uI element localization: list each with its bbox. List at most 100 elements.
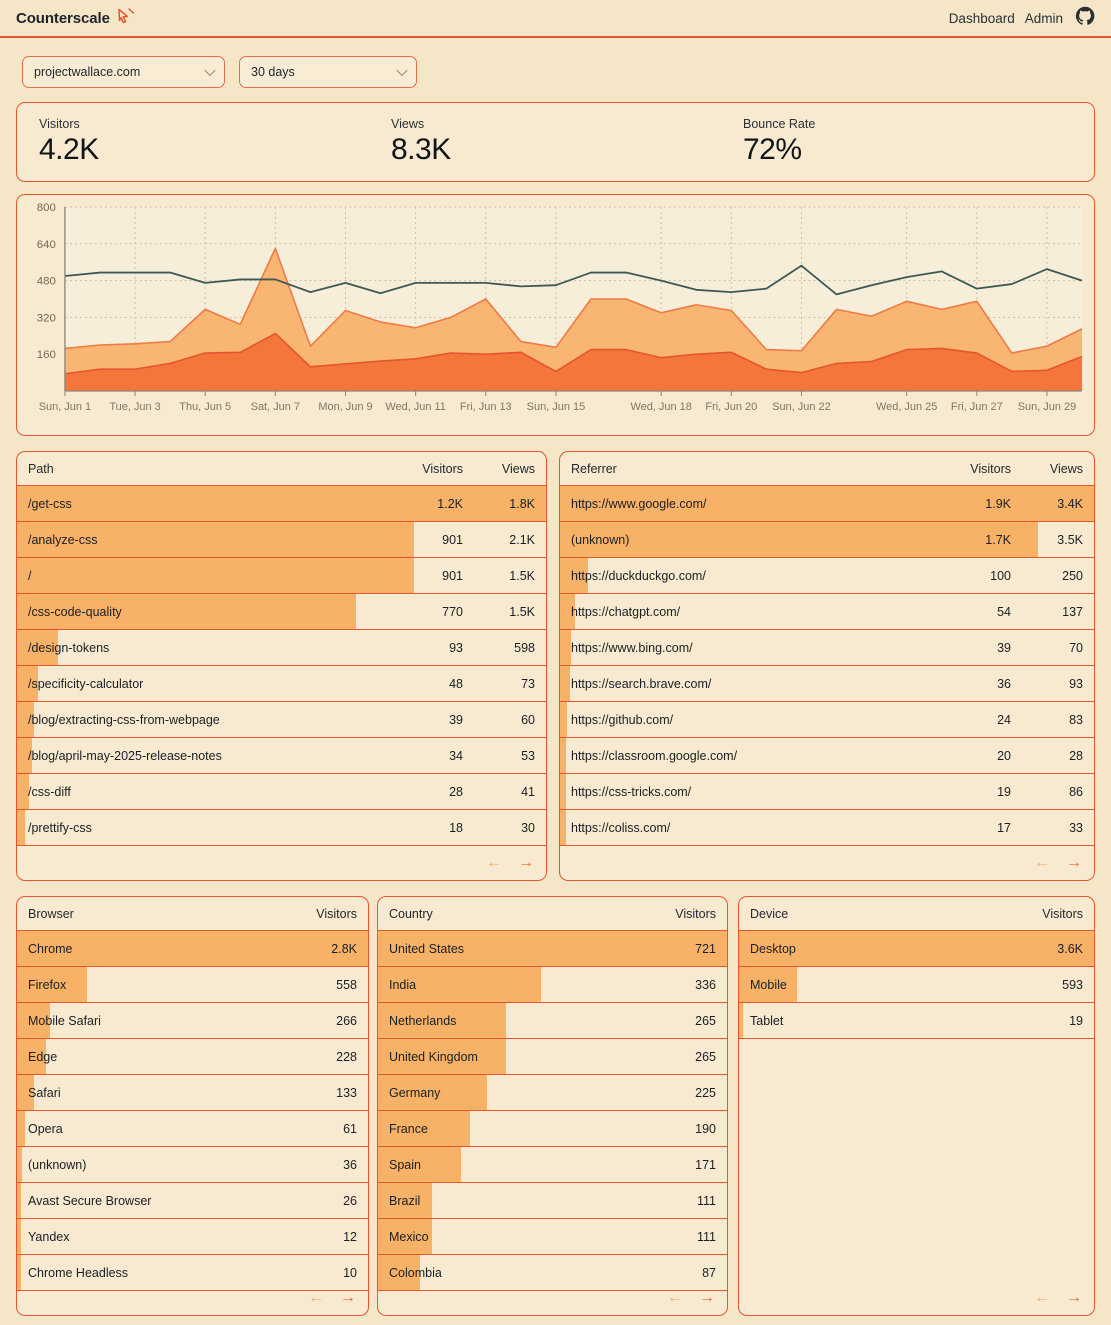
table-row[interactable]: /blog/april-may-2025-release-notes 34 53: [17, 738, 546, 774]
paths-table-card: Path Visitors Views /get-css 1.2K 1.8K/ana…: [16, 451, 547, 881]
row-visitors: 34: [449, 748, 463, 763]
table-row[interactable]: Yandex 12: [17, 1219, 368, 1255]
table-row[interactable]: https://github.com/24 83: [560, 702, 1094, 738]
nav-link-admin[interactable]: Admin: [1024, 10, 1063, 26]
row-visitors: 54: [997, 604, 1011, 619]
table-row[interactable]: Desktop 3.6K: [739, 931, 1094, 967]
table-row[interactable]: France 190: [378, 1111, 727, 1147]
table-row[interactable]: Tablet 19: [739, 1003, 1094, 1039]
table-row[interactable]: Avast Secure Browser 26: [17, 1183, 368, 1219]
table-row[interactable]: https://css-tricks.com/19 86: [560, 774, 1094, 810]
stat-views-label: Views: [391, 117, 425, 131]
referrers-table-header: Referrer Visitors Views: [560, 452, 1094, 486]
row-bar: [560, 666, 571, 701]
row-bar: [17, 486, 546, 521]
browsers-table-body: Chrome 2.8K Firefox 558 Mobile Safari 266 Edge…: [17, 931, 368, 1291]
prev-page-icon[interactable]: ←: [308, 1289, 324, 1306]
table-row[interactable]: https://www.bing.com/39 70: [560, 630, 1094, 666]
prev-page-icon[interactable]: ←: [1034, 854, 1050, 871]
row-visitors: 265: [695, 1013, 716, 1028]
row-views: 250: [1062, 568, 1083, 583]
column-header-visitors: Visitors: [970, 461, 1011, 476]
row-bar: [17, 931, 368, 966]
row-label: https://duckduckgo.com/: [571, 568, 706, 583]
table-row[interactable]: Netherlands 265: [378, 1003, 727, 1039]
row-views: 86: [1069, 784, 1083, 799]
row-visitors: 133: [336, 1085, 357, 1100]
stat-visitors: Visitors 4.2K: [17, 117, 369, 167]
table-row[interactable]: (unknown) 36: [17, 1147, 368, 1183]
table-row[interactable]: /css-code-quality 770 1.5K: [17, 594, 546, 630]
date-range-select[interactable]: 30 days: [239, 56, 417, 88]
row-label: Brazil: [389, 1193, 421, 1208]
table-row[interactable]: Opera 61: [17, 1111, 368, 1147]
row-label: United Kingdom: [389, 1049, 478, 1064]
table-row[interactable]: https://search.brave.com/36 93: [560, 666, 1094, 702]
column-header-views: Views: [501, 461, 535, 476]
table-row[interactable]: https://www.google.com/1.9K 3.4K: [560, 486, 1094, 522]
row-label: https://classroom.google.com/: [571, 748, 738, 763]
next-page-icon[interactable]: →: [1066, 854, 1082, 871]
row-label: https://css-tricks.com/: [571, 784, 692, 799]
chevron-down-icon: [204, 64, 216, 77]
row-label: /: [28, 568, 32, 583]
row-visitors: 2.8K: [331, 941, 357, 956]
next-page-icon[interactable]: →: [1066, 1289, 1082, 1306]
next-page-icon[interactable]: →: [518, 854, 534, 871]
table-row[interactable]: / 901 1.5K: [17, 558, 546, 594]
github-icon[interactable]: [1075, 6, 1095, 31]
row-label: /prettify-css: [28, 820, 92, 835]
table-row[interactable]: /blog/extracting-css-from-webpage 39 60: [17, 702, 546, 738]
row-visitors: 12: [343, 1229, 357, 1244]
table-row[interactable]: https://classroom.google.com/20 28: [560, 738, 1094, 774]
next-page-icon[interactable]: →: [699, 1289, 715, 1306]
row-visitors: 265: [695, 1049, 716, 1064]
table-row[interactable]: /specificity-calculator 48 73: [17, 666, 546, 702]
next-page-icon[interactable]: →: [340, 1289, 356, 1306]
table-row[interactable]: /get-css 1.2K 1.8K: [17, 486, 546, 522]
table-row[interactable]: https://chatgpt.com/54 137: [560, 594, 1094, 630]
table-row[interactable]: Chrome 2.8K: [17, 931, 368, 967]
row-views: 70: [1069, 640, 1083, 655]
row-views: 1.5K: [509, 568, 535, 583]
table-row[interactable]: Edge 228: [17, 1039, 368, 1075]
table-row[interactable]: /prettify-css 18 30: [17, 810, 546, 846]
paths-table-body: /get-css 1.2K 1.8K/analyze-css 901 2.1K / 901 1…: [17, 486, 546, 846]
row-label: Netherlands: [389, 1013, 457, 1028]
table-row[interactable]: /analyze-css 901 2.1K: [17, 522, 546, 558]
table-row[interactable]: Spain 171: [378, 1147, 727, 1183]
table-row[interactable]: Firefox 558: [17, 967, 368, 1003]
table-row[interactable]: (unknown) 1.7K 3.5K: [560, 522, 1094, 558]
table-row[interactable]: United Kingdom 265: [378, 1039, 727, 1075]
site-select[interactable]: projectwallace.com: [22, 56, 225, 88]
table-row[interactable]: /css-diff 28 41: [17, 774, 546, 810]
row-label: Desktop: [750, 941, 796, 956]
row-bar: [17, 594, 357, 629]
x-axis-tick-label: Fri, Jun 13: [460, 401, 512, 413]
browsers-pagination: ← →: [17, 1281, 368, 1315]
row-visitors: 558: [336, 977, 357, 992]
table-row[interactable]: Mobile 593: [739, 967, 1094, 1003]
brand[interactable]: Counterscale: [16, 7, 135, 29]
table-row[interactable]: Brazil 111: [378, 1183, 727, 1219]
prev-page-icon[interactable]: ←: [667, 1289, 683, 1306]
table-row[interactable]: India 336: [378, 967, 727, 1003]
prev-page-icon[interactable]: ←: [486, 854, 502, 871]
table-row[interactable]: Mexico 111: [378, 1219, 727, 1255]
table-row[interactable]: https://duckduckgo.com/100 250: [560, 558, 1094, 594]
nav-link-dashboard[interactable]: Dashboard: [948, 10, 1015, 26]
table-row[interactable]: Colombia 87: [378, 1255, 727, 1291]
table-row[interactable]: /design-tokens 93 598: [17, 630, 546, 666]
prev-page-icon[interactable]: ←: [1034, 1289, 1050, 1306]
table-row[interactable]: https://coliss.com/17 33: [560, 810, 1094, 846]
row-bar: [17, 738, 32, 773]
table-row[interactable]: Germany 225: [378, 1075, 727, 1111]
table-row[interactable]: Mobile Safari 266: [17, 1003, 368, 1039]
series-views-line: [64, 247, 1083, 354]
cursor-arrow-icon: [116, 7, 135, 29]
table-row[interactable]: Safari 133: [17, 1075, 368, 1111]
table-row[interactable]: Chrome Headless 10: [17, 1255, 368, 1291]
traffic-chart[interactable]: 160 320 480 640 800 Sun, Jun 1 Tue, Jun 3 Thu, …: [17, 195, 1094, 435]
table-row[interactable]: United States 721: [378, 931, 727, 967]
row-bar: [17, 558, 415, 593]
